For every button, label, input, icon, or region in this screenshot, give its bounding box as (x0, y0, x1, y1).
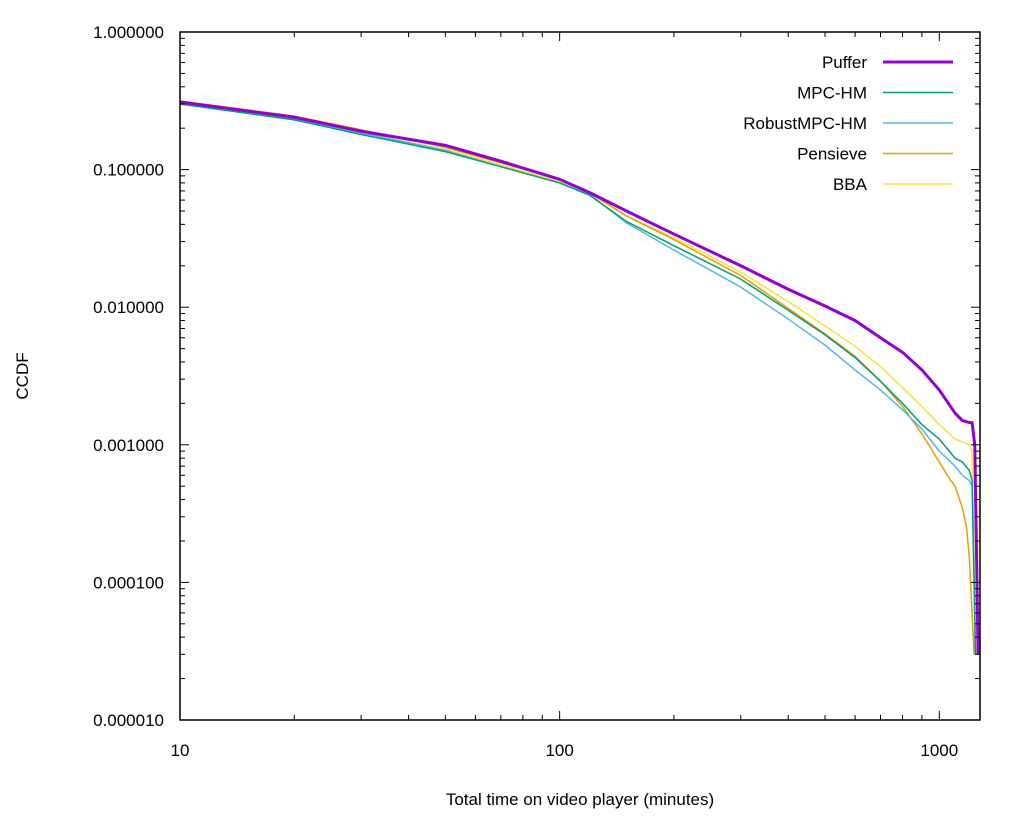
series-line-pensieve (179, 100, 975, 655)
legend-label: Pensieve (797, 145, 867, 164)
legend-label: MPC-HM (797, 84, 867, 103)
y-axis-title: CCDF (13, 352, 32, 399)
series-line-bba (179, 102, 977, 655)
series-line-puffer (179, 100, 980, 655)
y-tick-label: 1.000000 (93, 23, 164, 42)
ticks-layer (179, 31, 980, 721)
y-tick-label: 0.001000 (93, 436, 164, 455)
series-layer (179, 100, 980, 655)
x-tick-label: 1000 (920, 741, 958, 760)
legend-label: Puffer (822, 53, 867, 72)
legend-label: RobustMPC-HM (743, 114, 867, 133)
series-line-mpc-hm (179, 103, 977, 655)
legend: Puffer MPC-HM RobustMPC-HM Pensieve BBA (743, 53, 953, 194)
y-tick-label: 0.000100 (93, 573, 164, 592)
y-tick-label: 0.100000 (93, 161, 164, 180)
y-tick-label: 0.010000 (93, 298, 164, 317)
tick-labels-layer: 10 100 1000 0.000010 0.000100 0.001000 0.01000… (93, 23, 958, 760)
plot-frame (179, 31, 981, 721)
y-tick-label: 0.000010 (93, 711, 164, 730)
x-tick-label: 10 (171, 741, 190, 760)
x-axis-title: Total time on video player (minutes) (446, 790, 714, 809)
legend-label: BBA (833, 175, 868, 194)
x-tick-label: 100 (545, 741, 573, 760)
